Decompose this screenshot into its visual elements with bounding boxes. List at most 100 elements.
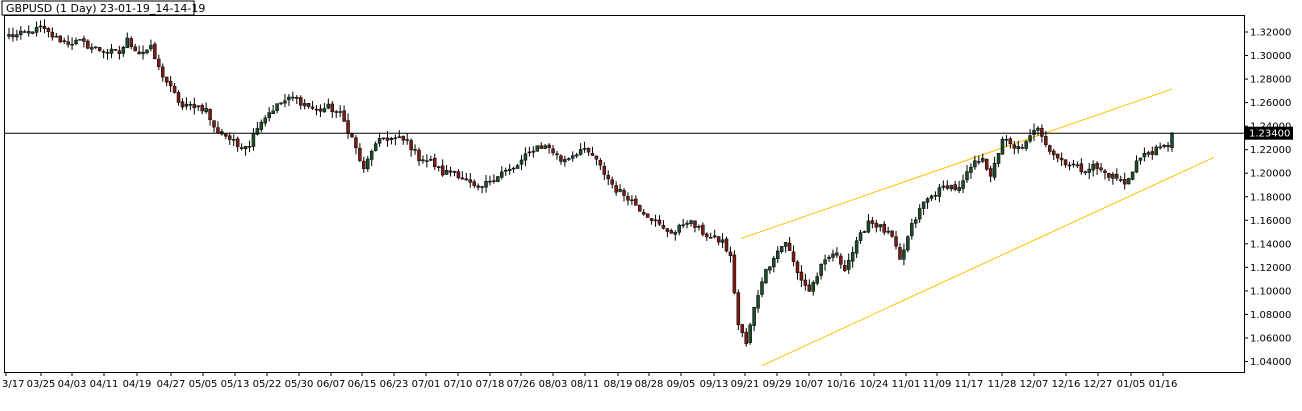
candle-bearish [839, 255, 843, 265]
candle-bearish [460, 177, 465, 180]
candle-bullish [503, 169, 508, 172]
x-tick-label: 03/25 [27, 379, 56, 390]
candle-bearish [988, 168, 993, 177]
candle-bearish [397, 136, 402, 139]
x-tick-label: 09/21 [731, 379, 760, 390]
candle-bearish [86, 40, 90, 49]
candle-bearish [228, 135, 232, 140]
candle-bearish [803, 279, 808, 286]
candle-bullish [302, 103, 307, 107]
candle-bearish [1099, 167, 1103, 171]
candle-bearish [362, 160, 366, 169]
chart-title-box: GBPUSD (1 Day) 23-01-19_14-14-19 [1, 0, 205, 16]
y-tick-label: 1.10000 [1250, 286, 1291, 297]
candle-bullish [571, 155, 575, 159]
candle-bullish [145, 49, 149, 54]
y-tick-label: 1.26000 [1250, 98, 1291, 109]
candle-bearish [787, 242, 792, 251]
candle-bearish [401, 135, 405, 141]
candle-bullish [263, 117, 268, 124]
candle-bullish [1075, 164, 1080, 167]
candle-bullish [961, 180, 965, 189]
x-tick-label: 08/19 [604, 379, 633, 390]
candle-bearish [716, 236, 721, 243]
candle-bearish [97, 47, 102, 51]
candle-bearish [82, 38, 86, 42]
candle-bearish [137, 51, 141, 55]
candle-bullish [19, 30, 23, 35]
candle-bearish [456, 171, 461, 179]
candle-bearish [634, 198, 638, 206]
candle-bearish [224, 133, 228, 137]
candle-bullish [764, 269, 768, 284]
candle-bullish [1138, 157, 1143, 161]
candle-bearish [1008, 138, 1013, 145]
candle-bearish [705, 233, 709, 238]
x-tick-label: 06/15 [348, 379, 377, 390]
x-tick-label: 09/13 [700, 379, 729, 390]
candle-bullish [34, 26, 39, 33]
candle-bearish [235, 138, 240, 147]
x-tick-label: 08/28 [635, 379, 664, 390]
candle-bullish [582, 148, 587, 150]
candle-bullish [653, 219, 658, 222]
chart-title: GBPUSD (1 Day) 23-01-19_14-14-19 [6, 2, 205, 15]
candle-bullish [322, 108, 327, 113]
x-tick-label: 10/24 [860, 379, 889, 390]
candle-bullish [251, 132, 256, 147]
candle-bearish [1118, 179, 1123, 181]
candle-bullish [535, 145, 540, 152]
candle-bearish [539, 145, 543, 149]
candle-bearish [898, 247, 902, 260]
candle-bullish [93, 46, 98, 49]
candle-bearish [440, 165, 445, 176]
x-tick-label: 07/01 [412, 379, 441, 390]
candle-bullish [772, 257, 776, 268]
candle-bullish [279, 102, 283, 105]
candle-bullish [827, 256, 831, 259]
candle-bullish [1016, 146, 1020, 150]
candle-bearish [318, 108, 323, 112]
candle-bullish [878, 224, 883, 228]
candle-bullish [125, 37, 130, 49]
candle-bullish [831, 253, 835, 258]
candle-bullish [563, 159, 567, 163]
candle-bullish [62, 40, 66, 42]
y-tick-label: 1.06000 [1250, 333, 1291, 344]
candle-bearish [1055, 153, 1060, 159]
candle-bullish [776, 250, 780, 259]
candle-bearish [350, 133, 354, 138]
candle-bearish [977, 161, 981, 163]
candle-bullish [697, 226, 701, 228]
candle-bullish [1091, 163, 1095, 171]
candle-bearish [1115, 173, 1119, 179]
candle-bullish [425, 160, 429, 162]
y-tick-label: 1.24000 [1250, 122, 1291, 133]
x-tick-label: 11/17 [955, 379, 984, 390]
candle-bullish [15, 34, 19, 38]
candle-bullish [519, 159, 524, 165]
candle-bullish [902, 249, 906, 260]
candle-bullish [393, 137, 398, 140]
candle-bearish [984, 158, 989, 170]
candle-bearish [614, 185, 618, 193]
channel-line-upper[interactable] [740, 88, 1173, 239]
candle-bullish [862, 231, 867, 233]
candle-bearish [736, 292, 741, 326]
candle-bullish [712, 235, 717, 238]
channel-line-lower[interactable] [761, 156, 1215, 367]
x-tick-label: 07/18 [476, 379, 505, 390]
x-tick-label: 05/13 [221, 379, 250, 390]
candle-bearish [421, 159, 425, 162]
candle-bearish [531, 150, 536, 153]
x-tick-label: 11/09 [923, 379, 952, 390]
candle-bullish [255, 128, 260, 135]
candle-bullish [275, 103, 279, 111]
candle-bullish [291, 96, 295, 99]
candle-bullish [811, 282, 815, 292]
candle-bullish [149, 44, 153, 50]
candle-bullish [906, 236, 910, 251]
candle-bearish [661, 225, 666, 229]
y-tick-label: 1.20000 [1250, 169, 1291, 180]
candle-bearish [492, 180, 496, 182]
